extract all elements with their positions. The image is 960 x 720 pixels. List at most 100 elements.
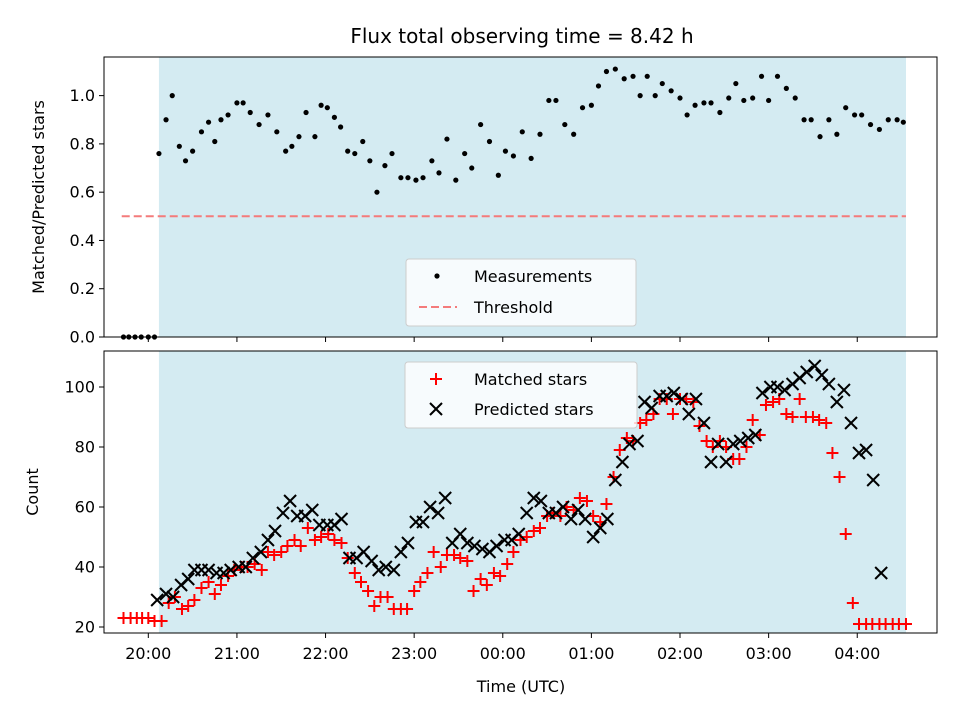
matched-star-point [733,453,746,465]
matched-star-point [454,552,467,564]
predicted-star-point [770,380,785,394]
predicted-star-point [667,386,681,400]
x-tick-label: 22:00 [302,644,348,663]
predicted-star-point [556,500,570,514]
matched-stars-series [117,393,912,630]
x-tick-label: 04:00 [834,644,880,663]
predicted-star-point [726,437,740,451]
matched-star-point [740,441,753,453]
matched-star-point [275,546,288,558]
count-legend: Matched stars Predicted stars [404,361,638,429]
matched-star-point [640,414,653,426]
predicted-star-point [387,563,401,577]
predicted-star-point [527,491,541,505]
x-tick-label: 03:00 [746,644,792,663]
measurement-point [413,177,419,183]
measurement-point [265,112,271,118]
measurement-point [274,129,280,135]
predicted-star-point [822,377,836,391]
measurement-point [420,175,426,181]
x-tick-label: 02:00 [657,644,703,663]
predicted-star-point [150,593,164,607]
predicted-star-point [283,494,297,508]
predicted-star-point [181,572,195,586]
matched-star-point [600,498,613,510]
measurement-point [652,93,658,99]
predicted-star-point [859,443,873,457]
legend-matched-label: Matched stars [474,370,587,389]
count-axes-frame [103,350,938,634]
matched-star-point [826,447,839,459]
predicted-star-point [305,503,319,517]
matched-star-point [401,603,414,615]
predicted-star-point [697,416,711,430]
predicted-star-point [608,473,623,487]
matched-star-point [833,471,846,483]
predicted-star-point [748,428,763,442]
predicted-star-point [586,530,600,544]
measurement-point [198,129,205,135]
measurement-point [900,119,906,125]
measurement-point [256,121,262,128]
predicted-star-point [394,545,408,559]
matched-star-point [301,522,314,534]
count-y-ticks: 20 40 60 80 100 [64,378,104,637]
matched-star-point [175,603,188,615]
predicted-star-point [489,539,504,553]
predicted-star-point [460,536,475,550]
x-tick-label: 20:00 [125,644,171,663]
measurement-point [843,105,849,111]
ratio-legend-box [405,258,637,327]
predicted-star-point [733,434,747,448]
predicted-star-point [578,512,592,526]
measurement-point [537,131,543,137]
predicted-star-point [246,551,260,565]
matched-star-point [208,588,221,600]
measurement-point [801,117,807,123]
predicted-star-point [719,455,733,469]
predicted-star-point [416,515,430,529]
matched-star-point [155,615,168,627]
measurement-point [808,117,814,123]
matched-star-point [195,582,208,594]
measurement-point [312,134,318,140]
y-tick-label: 0.2 [70,279,95,298]
y-tick-label: 40 [75,558,95,577]
measurement-point [894,117,900,123]
matched-star-point [255,564,268,576]
matched-star-point [408,585,421,597]
matched-star-point [348,567,361,579]
legend-matched-marker [430,373,442,385]
predicted-star-point [777,383,792,397]
measurement-point [668,88,674,94]
predicted-star-point [600,512,615,526]
matched-star-point [381,591,394,603]
matched-star-point [806,411,819,423]
measurement-point [792,95,798,101]
count-legend-box [404,361,638,429]
x-tick-label: 23:00 [391,644,437,663]
measurements-series [120,66,906,340]
matched-star-point [162,597,175,609]
matched-star-point [335,537,348,549]
measurement-point [398,175,404,181]
y-tick-label: 0.0 [70,328,95,347]
legend-threshold-label: Threshold [473,298,553,317]
predicted-star-point [261,533,275,547]
measurement-point [637,93,643,99]
measurement-point [240,100,246,106]
matched-star-point [354,576,367,588]
measurement-point [156,150,162,157]
measurement-point [546,97,552,104]
count-panel: 20 40 60 80 100 20:00 21:00 22:00 23:00 00:00 01:… [23,350,938,696]
predicted-star-point [276,506,290,520]
predicted-star-point [660,389,674,403]
matched-star-point [767,396,780,408]
measurement-point [345,148,351,154]
matched-star-point [315,531,328,543]
matched-star-point [288,534,301,546]
matched-star-point [813,414,826,426]
predicted-star-point [808,359,822,373]
predicted-star-point [334,512,349,526]
count-x-ticks: 20:00 21:00 22:00 23:00 00:00 01:00 02:00 03:00… [125,633,880,663]
